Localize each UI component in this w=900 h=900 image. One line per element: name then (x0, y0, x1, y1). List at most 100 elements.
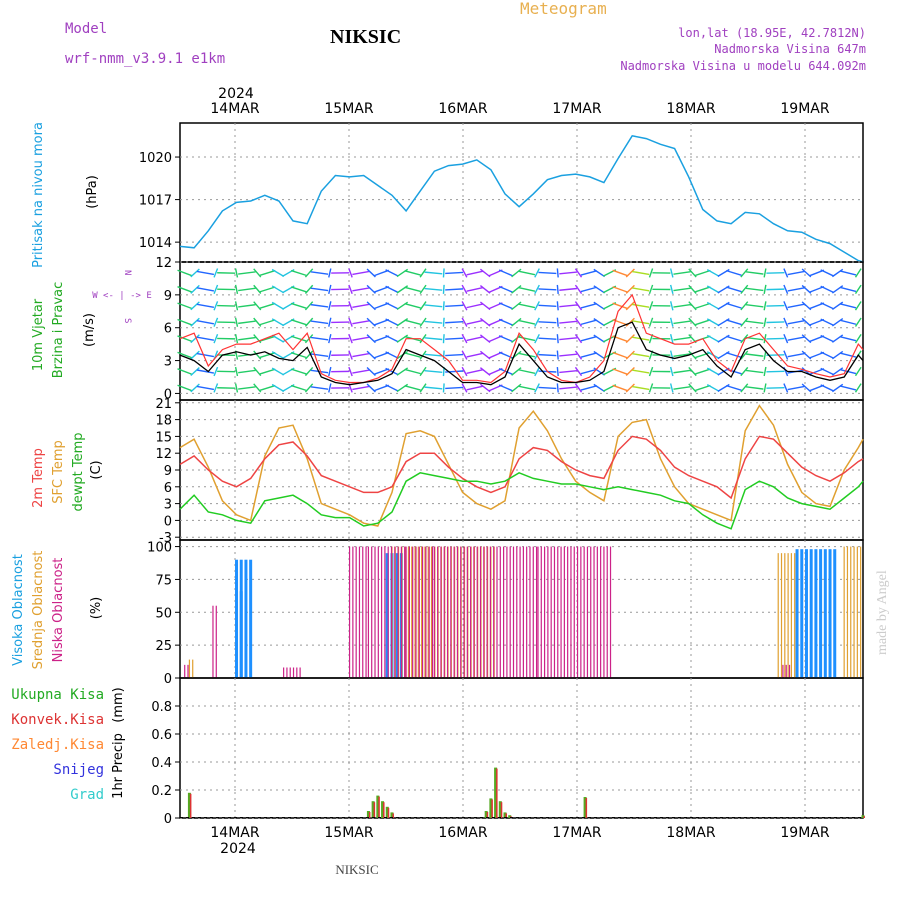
wind-arrow (310, 271, 329, 275)
temp-ytick-label: 6 (164, 481, 172, 496)
wind-arrow (385, 367, 399, 376)
cloud-bar (421, 546, 423, 678)
top-date-label: 17MAR (552, 101, 601, 117)
cloud-panel: 0 25 50 75 100 (147, 539, 864, 687)
cloud-bar (470, 546, 472, 678)
cloud-bar (509, 546, 511, 678)
wind-arrow (518, 319, 536, 325)
wind-arrow (328, 317, 332, 327)
wind-ytick-label: 12 (155, 256, 172, 271)
wind-arrow (328, 301, 332, 311)
cloud-bar (833, 549, 837, 678)
cloud-bar (387, 546, 389, 678)
wind-arrow (580, 385, 597, 391)
wind-arrow (424, 320, 443, 324)
wind-arrow (706, 301, 720, 310)
wind-arrow (445, 288, 464, 291)
cloud-bar (526, 546, 528, 678)
wind-arrow (374, 318, 390, 326)
wind-arrow (787, 270, 805, 276)
cloud-bar (603, 546, 605, 678)
cloud-bar (348, 546, 351, 678)
wind-arrow (625, 383, 635, 393)
wind-arrow (253, 366, 262, 377)
wind-arrow (310, 336, 329, 341)
wind-arrow (271, 268, 285, 277)
wind-arrow (787, 352, 805, 358)
cloud-bar (856, 546, 858, 678)
wind-arrow (625, 301, 635, 311)
cloud-bar (433, 546, 435, 678)
wind-arrow (238, 336, 256, 341)
wind-arrow (673, 320, 691, 325)
cloud-bar (415, 546, 417, 678)
wind-arrow (706, 334, 720, 343)
wind-arrow (518, 369, 536, 374)
precip-conv-bar (373, 802, 376, 818)
cloud-bar (390, 546, 393, 678)
wind-arrow (574, 268, 583, 278)
wind-arrow (374, 302, 390, 310)
wind-arrow (669, 284, 674, 295)
wind-arrow (783, 317, 789, 327)
cloud-bar (809, 549, 813, 678)
wind-arrow (419, 317, 427, 327)
cloud-bar (184, 664, 186, 678)
wind-arrow (442, 317, 445, 327)
wind-arrow (442, 284, 445, 294)
cloud-bar (466, 546, 468, 678)
wind-arrow (385, 384, 399, 392)
wind-arrow (424, 386, 443, 390)
precip-bar (381, 801, 385, 818)
cloud-bar (780, 553, 783, 678)
cloud-ytick-label: 50 (155, 606, 172, 621)
wind-arrow (787, 303, 805, 309)
cloud-bar (239, 591, 243, 678)
precip-bar (583, 797, 587, 818)
cloud-bar (777, 553, 779, 678)
precip-bar (484, 811, 488, 818)
wind-arrow (404, 368, 421, 375)
wind-arrow (259, 368, 276, 375)
wind-arrow (466, 286, 484, 292)
wind-arrow (404, 319, 421, 326)
wind-arrow (625, 367, 635, 377)
wind-arrow (271, 383, 285, 392)
wind-arrow (479, 268, 491, 278)
wind-arrow (688, 301, 697, 311)
bottom-date-label: 14MAR (210, 825, 259, 841)
wind-arrow (177, 302, 193, 310)
wind-arrow (271, 334, 285, 343)
wind-arrow (461, 284, 468, 295)
wind-arrow (196, 385, 215, 391)
elevation-label: Nadmorska Visina 647m (714, 42, 866, 56)
wind-arrow (385, 285, 399, 294)
top-date-labels: 14MAR 15MAR 16MAR 17MAR 18MAR 19MAR (210, 101, 829, 117)
cloud-bar (407, 546, 410, 678)
wind-arrow (348, 350, 353, 360)
legend-conv-rain: Konvek.Kisa (11, 712, 104, 728)
cloud-bar (819, 549, 823, 678)
wind-arrow (396, 285, 409, 294)
wind-arrow (419, 350, 427, 360)
wind-arrow (556, 383, 559, 393)
cloud-bar (394, 546, 396, 678)
cloud-bar (788, 664, 791, 678)
cloud-bar (512, 546, 515, 678)
wind-arrow (366, 367, 376, 377)
wind-arrow (518, 385, 536, 391)
wind-arrow (290, 335, 307, 342)
wind-arrow (442, 268, 445, 278)
cloud-bar (499, 546, 501, 678)
wind-arrow (740, 301, 749, 311)
wind-arrow (366, 301, 376, 311)
cloud-bar (355, 546, 357, 678)
wind-arrow (290, 286, 307, 293)
cloud-ytick-label: 0 (164, 672, 172, 687)
cloud-bar (503, 546, 505, 678)
wind-arrow (839, 286, 857, 293)
wind-arrow (328, 268, 332, 278)
wind-arrow (419, 301, 427, 311)
wind-arrow (580, 319, 597, 326)
wind-arrow (259, 352, 276, 359)
